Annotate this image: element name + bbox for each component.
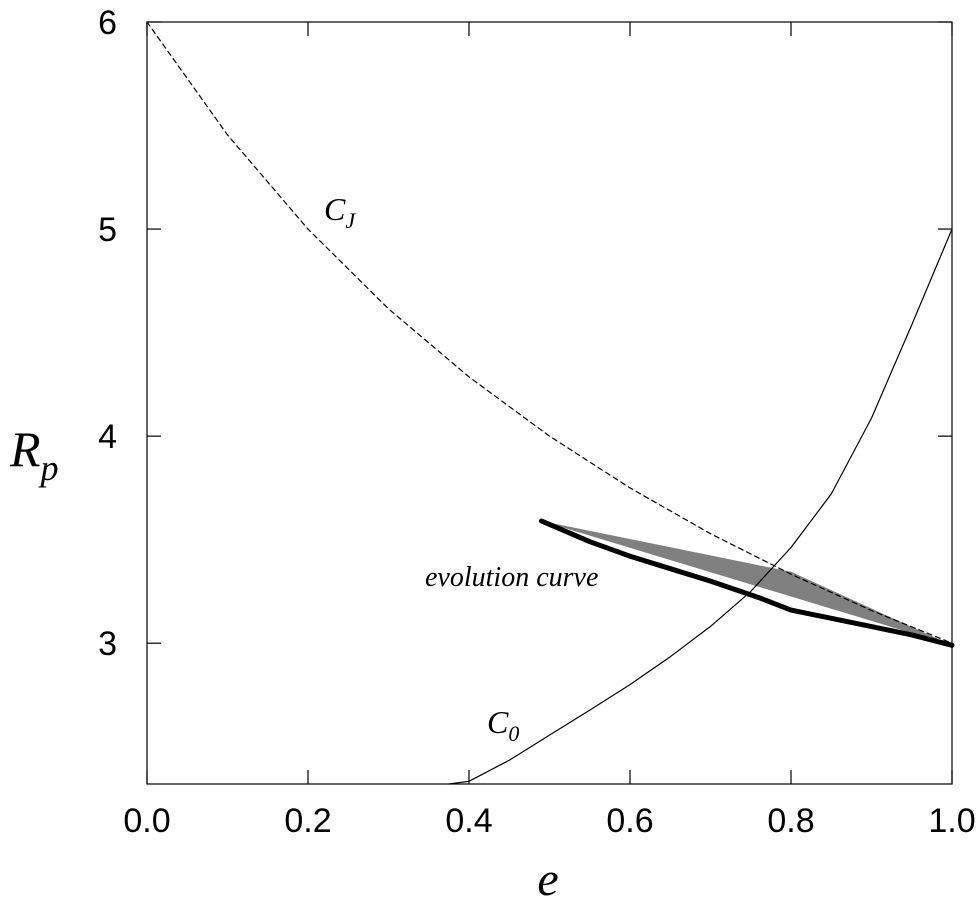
y-axis-title: Rp [9, 421, 59, 488]
y-axis-title-main: R [9, 421, 41, 477]
c0-curve-label: C0 [487, 704, 519, 746]
c0-label-sub: 0 [508, 721, 519, 746]
evolution-curve [539, 518, 955, 648]
y-axis-title-sub: p [38, 448, 59, 488]
c0-label-main: C [487, 704, 509, 740]
shaded-region [541, 521, 952, 646]
y-tick-label: 5 [98, 211, 117, 249]
series-layer [146, 21, 955, 785]
c0-curve [448, 228, 953, 785]
x-tick-label: 1.0 [928, 802, 975, 840]
x-tick-label: 0.0 [123, 802, 170, 840]
evolution-curve-label: evolution curve [425, 562, 598, 593]
cj-curve-label: CJ [324, 191, 356, 233]
shaded-region-layer [541, 521, 952, 646]
x-axis-title: e [537, 853, 558, 903]
cj-label-sub: J [345, 208, 356, 233]
y-tick-label: 4 [98, 418, 117, 456]
x-tick-label: 0.8 [767, 802, 814, 840]
x-tick-label: 0.2 [284, 802, 331, 840]
x-tick-label: 0.4 [445, 802, 492, 840]
cj-curve [146, 21, 953, 644]
y-tick-label: 6 [98, 4, 117, 42]
plot-border [146, 21, 953, 785]
x-tick-label: 0.6 [606, 802, 653, 840]
tick-layer: 0.0 0.2 0.4 0.6 0.8 1.0 3 4 5 6 [98, 4, 976, 840]
plot-frame [146, 21, 953, 785]
cj-label-main: C [324, 191, 346, 227]
y-tick-label: 3 [98, 625, 117, 663]
